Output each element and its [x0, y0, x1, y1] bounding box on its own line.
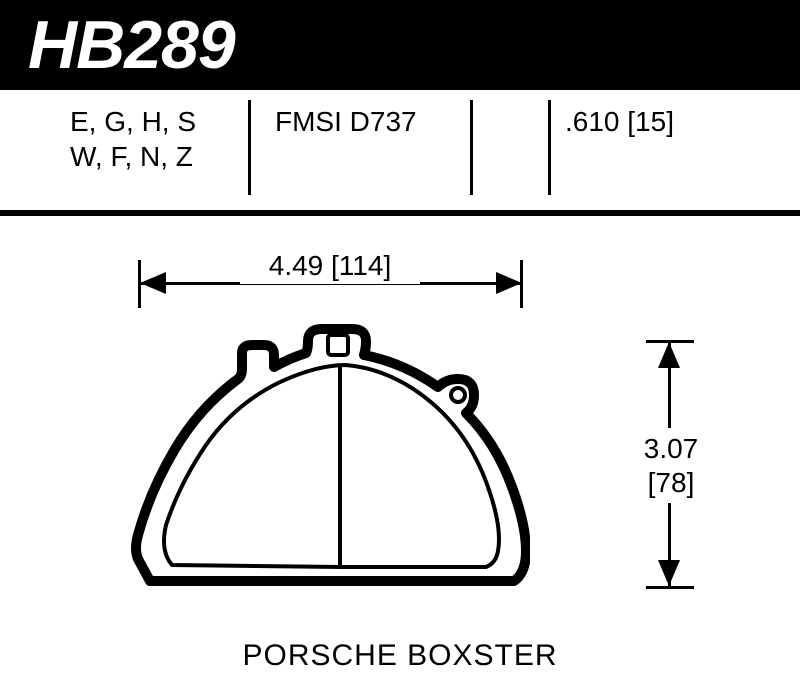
arrow-right-icon [496, 272, 522, 294]
compound-codes: E, G, H, S W, F, N, Z [70, 104, 270, 174]
height-dimension-value-mm: [78] [630, 466, 712, 500]
width-dimension-label: 4.49 [114] [240, 248, 420, 284]
arrow-up-icon [658, 342, 680, 368]
brake-pad-outline [130, 321, 530, 601]
compound-codes-line: W, F, N, Z [70, 139, 270, 174]
part-number: HB289 [28, 6, 235, 84]
arrow-left-icon [140, 272, 166, 294]
diagram-area: 4.49 [114] 3.07 [78] [0, 216, 800, 636]
height-dimension-label: 3.07 [78] [630, 428, 712, 503]
spec-sheet: HB289 E, G, H, S W, F, N, Z FMSI D737 .6… [0, 0, 800, 691]
header-bar: HB289 [0, 0, 800, 90]
product-name: PORSCHE BOXSTER [0, 639, 800, 673]
fmsi-code: FMSI D737 [275, 104, 417, 139]
compound-codes-line: E, G, H, S [70, 104, 270, 139]
spec-row: E, G, H, S W, F, N, Z FMSI D737 .610 [15… [0, 90, 800, 200]
arrow-down-icon [658, 560, 680, 586]
dimension-extension [646, 586, 694, 589]
height-dimension-value: 3.07 [630, 432, 712, 466]
thickness-spec: .610 [15] [565, 104, 674, 139]
